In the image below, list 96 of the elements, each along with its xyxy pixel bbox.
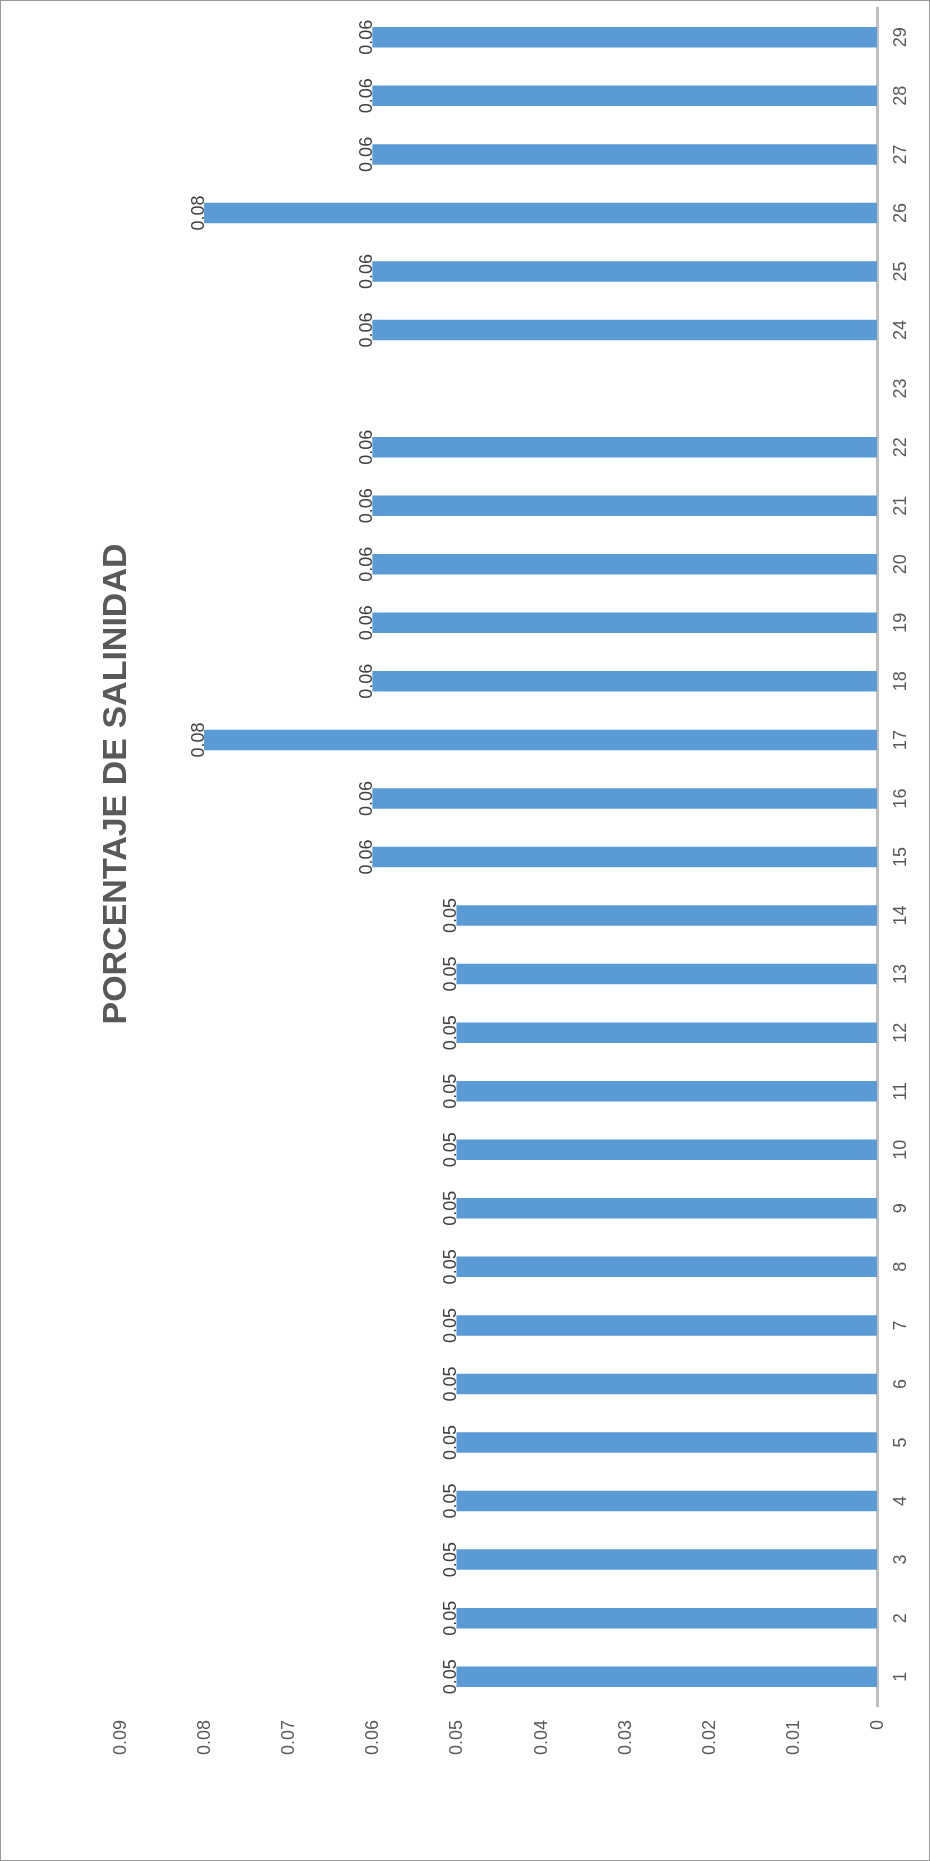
bar [372, 495, 877, 516]
data-label: 0.05 [440, 1249, 461, 1285]
x-tick-label: 0.05 [446, 1720, 467, 1756]
text: PORCENTAJE DE SALINIDAD [95, 543, 133, 1025]
y-tick-label: 25 [890, 261, 910, 282]
data-label: 0.05 [440, 956, 461, 992]
y-tick-label: 3 [890, 1554, 910, 1565]
data-label: 0.06 [356, 312, 377, 348]
y-tick-label: 23 [890, 378, 910, 399]
y-tick-label: 13 [890, 964, 910, 985]
bar [372, 85, 877, 107]
y-tick-label: 1 [890, 1671, 910, 1682]
y-tick-label: 22 [890, 437, 910, 458]
bar [456, 905, 877, 926]
data-label: 0.06 [356, 663, 377, 699]
data-label: 0.05 [440, 1424, 461, 1461]
data-label: 0.05 [440, 1483, 461, 1519]
data-label: 0.05 [440, 1190, 461, 1226]
bar [372, 671, 877, 692]
bar [456, 1256, 877, 1278]
bar [456, 1607, 877, 1629]
bar [456, 1490, 877, 1512]
y-tick-label: 12 [890, 1022, 910, 1043]
data-label: 0.06 [356, 136, 377, 172]
y-tick-label: 5 [890, 1437, 910, 1448]
data-label: 0.05 [440, 1307, 461, 1343]
x-tick-label: 0.09 [110, 1720, 130, 1756]
bar [372, 27, 877, 48]
x-tick-label: 0.01 [782, 1720, 803, 1756]
x-tick-label: 0.04 [530, 1720, 551, 1756]
y-tick-label: 26 [890, 202, 910, 223]
y-tick-label: 14 [890, 905, 910, 926]
bar [456, 1080, 877, 1102]
data-label: 0.05 [440, 898, 461, 934]
y-tick-label: 29 [890, 27, 910, 48]
data-label: 0.06 [356, 839, 377, 875]
y-tick-label: 11 [890, 1081, 910, 1101]
data-label: 0.06 [356, 780, 377, 816]
data-label: 0.05 [440, 1366, 461, 1402]
data-label: 0.08 [188, 722, 209, 758]
bar [456, 1022, 877, 1043]
data-label: 0.06 [356, 253, 377, 290]
x-tick-label: 0.02 [698, 1720, 719, 1756]
y-tick-label: 10 [890, 1139, 910, 1160]
y-tick-label: 2 [890, 1613, 910, 1624]
bar [372, 319, 877, 341]
y-tick-label: 24 [890, 320, 910, 341]
bar [372, 144, 877, 165]
y-tick-label: 21 [890, 495, 910, 516]
y-tick-label: 8 [890, 1261, 910, 1272]
y-tick-label: 6 [890, 1378, 910, 1389]
x-tick-label: 0 [867, 1720, 887, 1731]
bar [372, 436, 877, 458]
bar [456, 1666, 877, 1687]
x-tick-label: 0.08 [194, 1720, 215, 1756]
y-tick-label: 7 [890, 1320, 910, 1331]
y-tick-label: 17 [890, 729, 910, 750]
bar [456, 1198, 877, 1219]
bar [372, 612, 877, 634]
data-label: 0.06 [356, 488, 377, 524]
data-label: 0.08 [188, 195, 209, 231]
y-tick-label: 4 [890, 1496, 910, 1507]
data-label: 0.06 [356, 605, 377, 641]
y-tick-label: 20 [890, 554, 910, 575]
data-label: 0.05 [440, 1600, 461, 1636]
y-tick-label: 15 [890, 846, 910, 868]
bar [372, 553, 877, 575]
data-label: 0.06 [356, 546, 377, 582]
bar [372, 261, 877, 282]
bar [204, 202, 877, 224]
data-label: 0.05 [440, 1659, 461, 1695]
y-tick-label: 9 [890, 1203, 910, 1214]
data-label: 0.05 [440, 1542, 461, 1578]
bar [456, 1315, 877, 1336]
y-tick-label: 27 [890, 144, 910, 165]
data-label: 0.05 [440, 1132, 461, 1168]
bar [456, 1432, 877, 1453]
y-tick-label: 28 [890, 85, 910, 106]
data-label: 0.06 [356, 19, 377, 55]
y-tick-label: 19 [890, 612, 910, 633]
x-tick-label: 0.06 [362, 1720, 383, 1756]
data-label: 0.06 [356, 429, 377, 465]
bar [456, 1373, 877, 1395]
bar [204, 729, 877, 751]
x-tick-label: 0.03 [614, 1720, 635, 1756]
bar [456, 1139, 877, 1161]
bar [372, 788, 877, 809]
y-tick-label: 16 [890, 788, 910, 809]
bar [372, 846, 877, 868]
y-tick-label: 18 [890, 671, 910, 692]
bar [456, 1549, 877, 1570]
data-label: 0.05 [440, 1015, 461, 1051]
data-label: 0.05 [440, 1073, 461, 1109]
data-label: 0.06 [356, 78, 377, 114]
x-tick-label: 0.07 [278, 1720, 299, 1756]
bar [456, 963, 877, 985]
